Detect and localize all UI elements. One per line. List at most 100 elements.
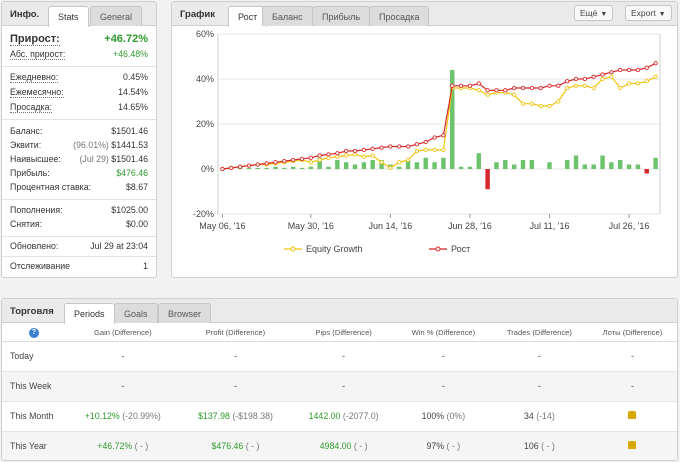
series-point — [547, 103, 552, 109]
series-point — [582, 83, 588, 88]
win-value: 100% — [421, 411, 445, 421]
growth-label[interactable]: Прирост: — [10, 33, 60, 46]
profit-cell: $137.98 (-$198.38) — [179, 401, 292, 432]
bar — [255, 167, 260, 169]
col-profit: Profit (Difference) — [179, 324, 292, 342]
series-point — [432, 135, 437, 140]
bar — [529, 160, 535, 169]
balance-value: $1501.46 — [111, 126, 148, 136]
bar — [299, 167, 305, 169]
abs-growth-label[interactable]: Абс. прирост: — [10, 49, 66, 60]
trades-diff: ( - ) — [541, 441, 555, 451]
bar — [282, 167, 287, 169]
series-point — [520, 101, 526, 106]
series-point — [476, 88, 481, 93]
tab-stats[interactable]: Stats — [48, 6, 89, 27]
daily-label[interactable]: Ежедневно: — [10, 72, 59, 83]
tab-goals[interactable]: Goals — [114, 303, 158, 323]
lot-icon[interactable] — [628, 441, 637, 449]
lots-cell: - — [587, 341, 677, 372]
y-tick-label: -20% — [193, 209, 214, 219]
period-label: This Year — [2, 431, 66, 460]
series-point — [467, 83, 473, 88]
info-row-balance: Баланс: $1501.46 — [10, 126, 148, 140]
gain-cell: +10.12% (-20.99%) — [66, 401, 180, 432]
help-icon[interactable]: ? — [29, 327, 39, 338]
series-point — [529, 85, 534, 91]
legend-marker — [435, 246, 441, 252]
win-diff: ( - ) — [446, 441, 461, 451]
series-point — [405, 144, 411, 149]
series-point — [600, 72, 605, 77]
series-point — [335, 151, 340, 156]
series-point — [547, 83, 552, 88]
info-row-drawdown: Просадка: 14.65% — [10, 102, 148, 116]
pips-diff: ( - ) — [353, 441, 368, 451]
trades-value: 106 — [523, 441, 539, 451]
chart-tabbar: График Рост Баланс Прибыль Просадка Ещё ▼… — [172, 2, 677, 27]
interest-value: $8.67 — [125, 182, 148, 192]
pips-cell: 1442.00 (-2077.0) — [291, 401, 396, 432]
info-row-tracking: Отслеживание 1 — [10, 261, 148, 275]
series-point — [494, 88, 499, 93]
series-point — [326, 152, 331, 157]
bar — [511, 164, 517, 169]
trades-cell: - — [490, 371, 588, 402]
col-trades: Trades (Difference) — [490, 324, 588, 342]
updated-label: Обновлено: — [10, 241, 59, 251]
chevron-down-icon: ▼ — [600, 11, 608, 18]
divider — [2, 256, 156, 257]
tab-balance[interactable]: Баланс — [262, 6, 313, 26]
withdrawals-label: Снятия: — [10, 219, 43, 229]
drawdown-label[interactable]: Просадка: — [10, 102, 52, 113]
gain-diff: (-20.99%) — [122, 411, 161, 421]
pips-diff: (-2077.0) — [342, 411, 379, 421]
lot-icon[interactable] — [628, 411, 637, 419]
bar — [450, 70, 455, 169]
series-point — [397, 144, 402, 149]
divider — [2, 236, 156, 237]
more-menu-button[interactable]: Ещё ▼ — [574, 5, 614, 21]
info-row-profit: Прибыль: $476.46 — [10, 168, 148, 182]
trading-panel: Торговля Periods Goals Browser ? Gain (D… — [1, 298, 678, 461]
series-point — [344, 148, 349, 154]
win-value: 97% — [426, 441, 445, 451]
series-point — [370, 153, 375, 158]
col-lots: Лоты (Difference) — [587, 324, 677, 342]
series-point — [405, 157, 411, 163]
info-title: Инфо. — [10, 9, 40, 20]
tab-drawdown[interactable]: Просадка — [369, 6, 430, 26]
y-tick-label: 0% — [201, 164, 214, 174]
bar — [591, 164, 596, 169]
bar — [264, 167, 269, 169]
series-point — [370, 146, 375, 151]
withdrawals-value: $0.00 — [125, 219, 148, 229]
period-label: This Month — [2, 401, 66, 432]
bar — [246, 167, 252, 169]
x-tick-label: May 30, '16 — [288, 221, 334, 231]
tab-profit[interactable]: Прибыль — [312, 6, 371, 26]
y-tick-label: 40% — [196, 74, 214, 84]
tab-general[interactable]: General — [90, 6, 143, 26]
bar — [626, 164, 632, 169]
series-point — [573, 83, 579, 88]
series-point — [556, 99, 561, 104]
tab-periods[interactable]: Periods — [64, 303, 115, 324]
equity-label: Эквити: — [10, 140, 42, 150]
series-point — [476, 81, 481, 86]
series-point — [229, 165, 234, 171]
series-point — [653, 74, 658, 79]
profit-cell: - — [179, 341, 292, 372]
series-point — [565, 79, 570, 84]
trades-cell: 106 ( - ) — [490, 431, 588, 460]
series-point — [609, 74, 614, 79]
bar — [476, 153, 481, 169]
tab-browser[interactable]: Browser — [158, 303, 212, 323]
tracking-label: Отслеживание — [10, 261, 71, 271]
monthly-label[interactable]: Ежемесячно: — [10, 87, 64, 98]
highest-value: (Jul 29) $1501.46 — [80, 154, 149, 164]
export-button[interactable]: Export ▼ — [625, 5, 672, 21]
col-gain: Gain (Difference) — [66, 324, 180, 342]
series-point — [388, 144, 393, 149]
info-row-highest: Наивысшее: (Jul 29) $1501.46 — [10, 154, 148, 168]
